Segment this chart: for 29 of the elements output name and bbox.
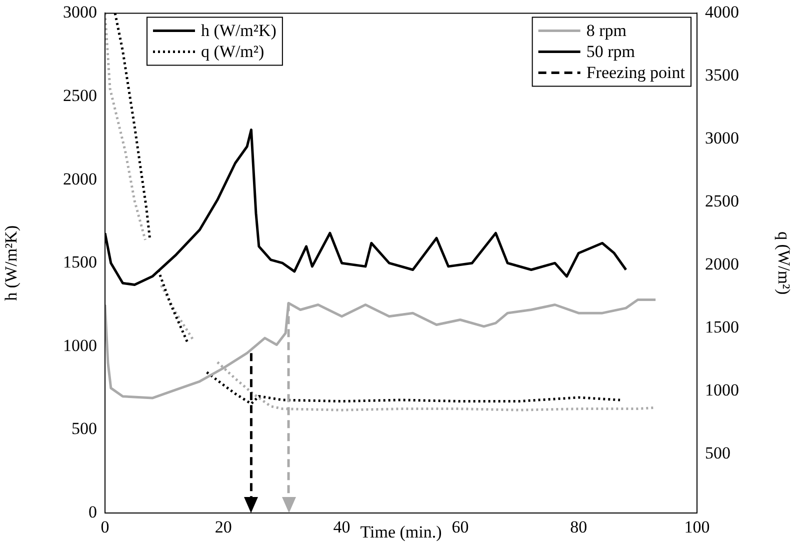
y2-tick-label: 2500 xyxy=(705,192,739,211)
y2-tick-label: 4000 xyxy=(705,2,739,22)
y2-tick-label: 1000 xyxy=(705,380,739,400)
y-tick-label: 2500 xyxy=(63,86,97,105)
x-tick-label: 80 xyxy=(570,518,588,537)
y-tick-label: 0 xyxy=(88,502,97,522)
annotation: q (W/m²) xyxy=(201,42,264,62)
y-tick-label: 1500 xyxy=(63,252,97,272)
y2-tick-label: 3500 xyxy=(705,66,739,85)
x-axis-title: Time (min.) xyxy=(360,522,442,542)
x-tick-label: 20 xyxy=(214,518,232,537)
y2-tick-label: 3000 xyxy=(705,128,739,148)
y-tick-label: 500 xyxy=(72,419,97,438)
y2-axis-title: q (W/m²) xyxy=(774,232,794,295)
x-tick-label: 0 xyxy=(100,518,110,537)
y-axis-title: h (W/m²K) xyxy=(2,225,21,301)
x-tick-label: 60 xyxy=(452,518,469,537)
y-tick-label: 1000 xyxy=(63,336,97,355)
y2-tick-label: 1500 xyxy=(705,318,739,337)
x-tick-label: 40 xyxy=(333,518,350,537)
y2-tick-label: 2000 xyxy=(705,254,739,274)
x-tick-label: 100 xyxy=(684,518,710,537)
y-tick-label: 2000 xyxy=(63,169,97,188)
y-tick-label: 3000 xyxy=(63,2,97,22)
legend-label: 50 rpm xyxy=(586,42,635,62)
y2-tick-label: 500 xyxy=(705,444,730,463)
legend-label: Freezing point xyxy=(586,63,686,82)
annotation: h (W/m²K) xyxy=(201,21,276,40)
legend-label: 8 rpm xyxy=(586,21,626,40)
